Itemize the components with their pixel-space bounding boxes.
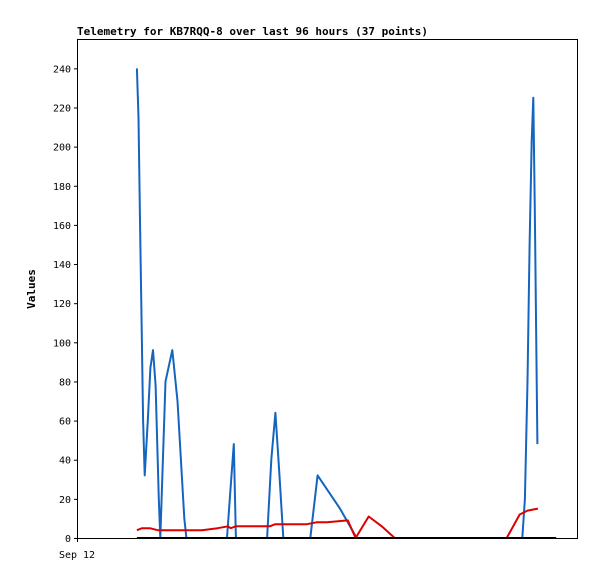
y-tick-label: 140 <box>53 260 71 271</box>
y-tick-label: 0 <box>65 534 71 545</box>
y-tick-label: 160 <box>53 221 71 232</box>
series-group <box>135 68 557 539</box>
y-tick-label: 120 <box>53 299 71 310</box>
y-tick-label: 220 <box>53 103 71 114</box>
y-tick-label: 200 <box>53 143 71 154</box>
y-tick-label: 20 <box>59 495 71 506</box>
y-tick-label: 80 <box>59 377 71 388</box>
y-tick-label: 60 <box>59 417 71 428</box>
y-tick-label: 100 <box>53 338 71 349</box>
y-tick-label: 40 <box>59 456 71 467</box>
y-tick-label: 180 <box>53 182 71 193</box>
y-axis-label: Values <box>25 269 38 309</box>
x-tick-label: Sep 12 <box>59 550 95 561</box>
y-tick-label: 240 <box>53 64 71 75</box>
chart-title: Telemetry for KB7RQQ-8 over last 96 hour… <box>77 25 428 38</box>
x-axis-ticks: Sep 12 <box>59 538 95 561</box>
y-axis-ticks: 0 20 40 60 80 100 120 140 160 180 200 220 240 <box>53 64 77 545</box>
series-line-1 <box>135 68 539 539</box>
